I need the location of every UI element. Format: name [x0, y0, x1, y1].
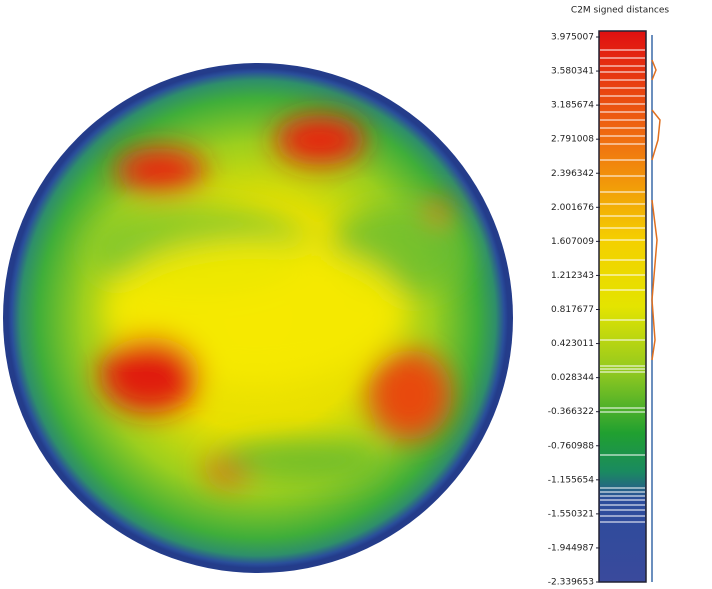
bar-bands [600, 49, 645, 523]
scale-tick-label: 2.001676 [551, 203, 594, 213]
color-bar [598, 30, 647, 583]
scale-tick-label: -0.366322 [548, 407, 594, 417]
scale-tick-label: 3.580341 [551, 67, 594, 77]
scale-tick-label: -1.550321 [548, 509, 594, 519]
scale-tick-label: -0.760988 [548, 441, 594, 451]
scale-tick-label: 0.423011 [551, 339, 594, 349]
histogram [651, 59, 661, 361]
scale-tick-label: 3.185674 [551, 101, 594, 111]
scale-tick-label: -1.944987 [548, 543, 594, 553]
scale-tick-label: 0.817677 [551, 305, 594, 315]
scale-tick-label: 1.212343 [551, 271, 594, 281]
sphere-render [3, 63, 513, 573]
scale-tick-label: 2.791008 [551, 135, 594, 145]
scale-tick-label: -1.155654 [548, 475, 594, 485]
scale-tick-label: 1.607009 [551, 237, 594, 247]
scale-tick-label: -2.339653 [548, 578, 594, 588]
scale-title: C2M signed distances [571, 6, 669, 16]
scale-tick-label: 0.028344 [551, 373, 594, 383]
scale-tick-label: 2.396342 [551, 169, 594, 179]
scale-tick-label: 3.975007 [551, 33, 594, 43]
